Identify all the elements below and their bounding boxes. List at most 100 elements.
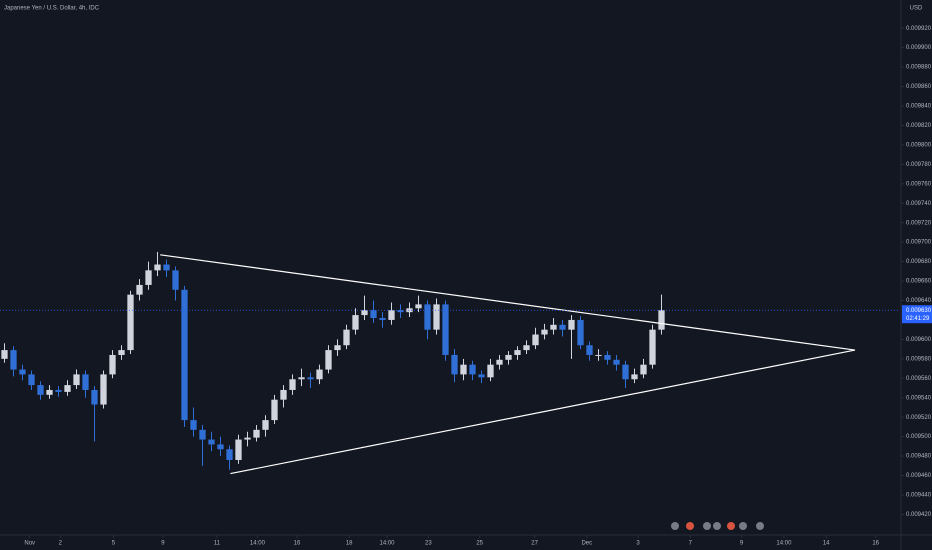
candle-body	[451, 354, 458, 375]
candle-body	[145, 270, 152, 285]
trend-line	[230, 349, 856, 475]
x-tick-label: 27	[531, 541, 538, 547]
candle-body	[487, 364, 494, 378]
candle-body	[649, 329, 656, 365]
candle-body	[1, 350, 8, 359]
y-tick-label: 0.009420	[906, 512, 932, 518]
candle-body	[28, 374, 35, 386]
candle-body	[262, 420, 269, 430]
candle-body	[622, 364, 629, 380]
candle-body	[91, 389, 98, 405]
y-tick-label: 0.009700	[906, 240, 932, 246]
y-tick-label: 0.009880	[906, 65, 932, 71]
y-tick-label: 0.009740	[906, 201, 932, 207]
candle-body	[73, 374, 80, 386]
y-tick-label: 0.009660	[906, 279, 932, 285]
candle-body	[595, 354, 602, 356]
candle-body	[514, 350, 521, 355]
x-tick-label: 14:00	[250, 541, 266, 547]
x-tick-label: 16	[872, 541, 879, 547]
trend-line	[160, 254, 856, 351]
y-tick-label: 0.009600	[906, 337, 932, 343]
candle-body	[154, 264, 161, 271]
candle-body	[127, 294, 134, 351]
candle-body	[550, 324, 557, 330]
candle-body	[316, 369, 323, 380]
candle-body	[136, 284, 143, 295]
candle-body	[307, 377, 314, 380]
candle-body	[226, 449, 233, 460]
y-tick-label: 0.009780	[906, 162, 932, 168]
candle-body	[343, 329, 350, 346]
candle-body	[55, 389, 62, 392]
candle-body	[532, 334, 539, 346]
x-tick-label: 5	[112, 541, 116, 547]
candle-body	[163, 264, 170, 271]
candle-body	[406, 308, 413, 313]
x-tick-label: Nov	[24, 541, 35, 547]
candle-body	[37, 385, 44, 395]
currency-label[interactable]: USD	[910, 6, 923, 12]
candle-body	[199, 429, 206, 440]
y-tick-label: 0.009860	[906, 84, 932, 90]
candle-body	[424, 304, 431, 330]
x-tick-label: 18	[346, 541, 353, 547]
candle-body	[352, 315, 359, 330]
candle-body	[478, 374, 485, 378]
x-tick-label: 14:00	[379, 541, 395, 547]
x-tick-label: 23	[425, 541, 432, 547]
candle-body	[46, 389, 53, 395]
candle-body	[172, 270, 179, 290]
x-tick-label: Dec	[581, 541, 592, 547]
candle-body	[64, 385, 71, 392]
candle-body	[640, 364, 647, 375]
candle-body	[631, 374, 638, 380]
candle-body	[10, 350, 17, 370]
y-tick-label: 0.009920	[906, 26, 932, 32]
candle-body	[541, 329, 548, 335]
candle-body	[100, 374, 107, 405]
candle-body	[181, 289, 188, 421]
candle-body	[244, 437, 251, 440]
x-tick-label: 9	[740, 541, 744, 547]
x-tick-label: 7	[689, 541, 693, 547]
candle-body	[325, 350, 332, 370]
candle-body	[505, 354, 512, 360]
y-tick-label: 0.009720	[906, 220, 932, 226]
candle-body	[235, 439, 242, 460]
x-tick-label: 3	[636, 541, 640, 547]
candle-body	[460, 364, 467, 375]
y-tick-label: 0.009480	[906, 454, 932, 460]
candle-body	[568, 319, 575, 330]
candle-body	[208, 439, 215, 445]
x-tick-label: 14	[823, 541, 830, 547]
x-tick-label: 11	[214, 541, 221, 547]
candle-body	[586, 345, 593, 355]
y-tick-label: 0.009840	[906, 104, 932, 110]
symbol-title[interactable]: Japanese Yen / U.S. Dollar, 4h, IDC	[4, 6, 100, 12]
last-price-label: 0.009630	[906, 308, 932, 314]
candle-body	[118, 350, 125, 355]
y-tick-label: 0.009640	[906, 298, 932, 304]
y-tick-label: 0.009800	[906, 142, 932, 148]
candle-body	[298, 377, 305, 380]
candle-body	[496, 359, 503, 365]
candle-body	[379, 318, 386, 320]
last-price-box	[902, 305, 932, 324]
candle-body	[217, 444, 224, 450]
y-tick-label: 0.009680	[906, 259, 932, 265]
candle-body	[271, 399, 278, 421]
y-tick-label: 0.009540	[906, 395, 932, 401]
y-tick-label: 0.009580	[906, 356, 932, 362]
event-icons[interactable]	[671, 522, 764, 530]
candle-body	[523, 345, 530, 351]
candle-body	[334, 345, 341, 351]
candle-body	[577, 319, 584, 346]
y-tick-label: 0.009820	[906, 123, 932, 129]
y-tick-label: 0.009440	[906, 493, 932, 499]
y-tick-label: 0.009900	[906, 45, 932, 51]
candle-body	[289, 379, 296, 390]
x-tick-label: 14:00	[776, 541, 792, 547]
